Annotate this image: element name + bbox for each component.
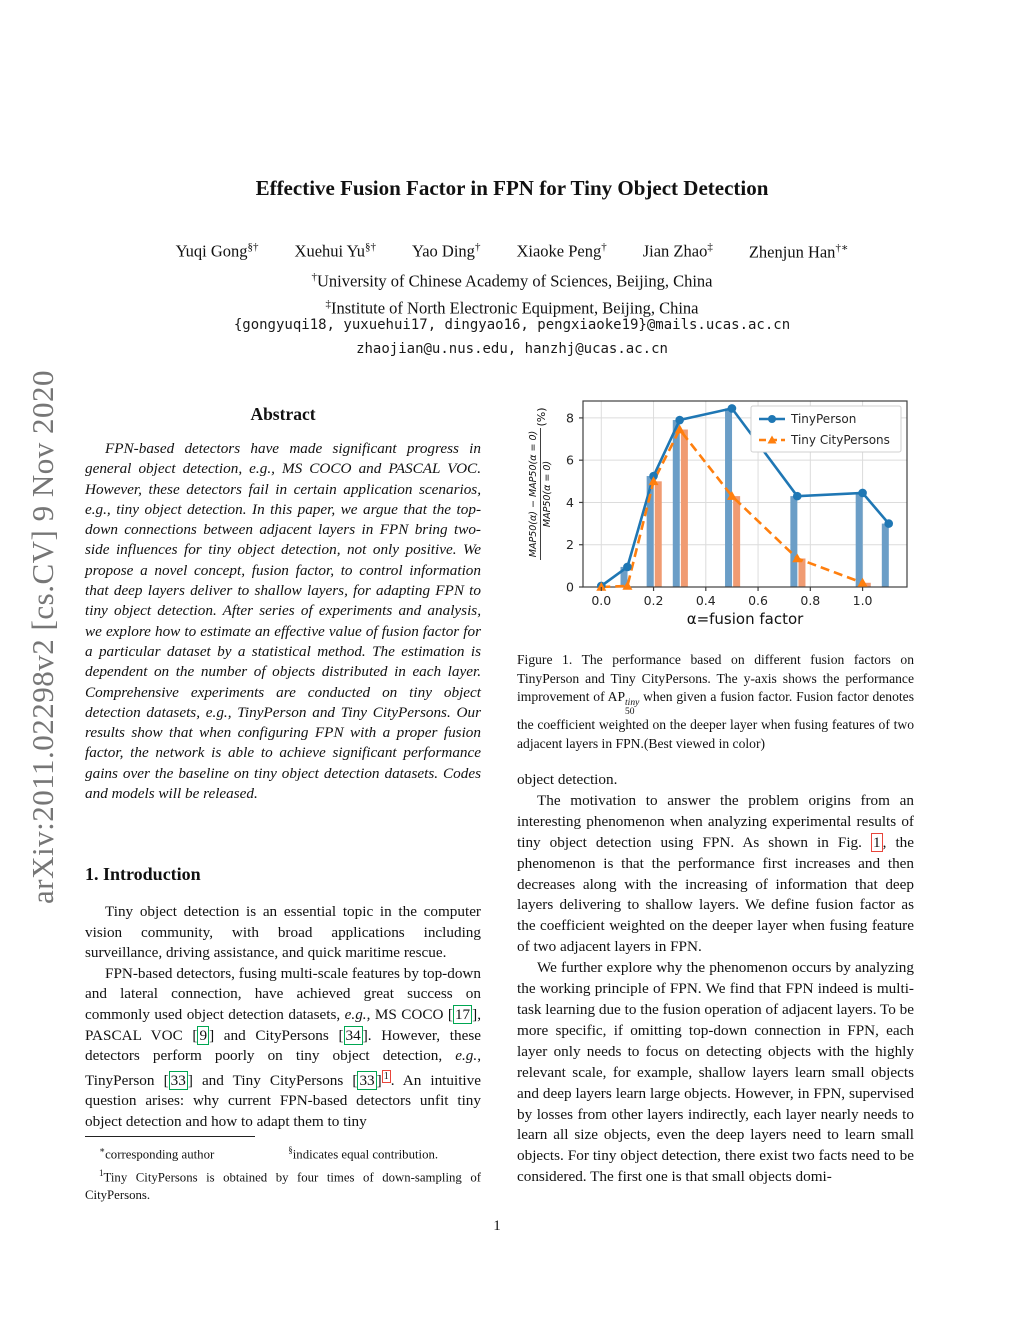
right-paragraph-2: We further explore why the phenomenon oc… bbox=[517, 959, 914, 1186]
arxiv-watermark: arXiv:2011.02298v2 [cs.CV] 9 Nov 2020 bbox=[25, 370, 60, 904]
right-paragraph-1: The motivation to answer the problem ori… bbox=[517, 791, 914, 956]
svg-text:0.6: 0.6 bbox=[748, 593, 768, 608]
intro-body: Tiny object detection is an essential to… bbox=[85, 902, 481, 1133]
svg-text:0.4: 0.4 bbox=[696, 593, 716, 608]
email-lines: {gongyuqi18, yuxuehui17, dingyao16, peng… bbox=[0, 313, 1024, 361]
author: Jian Zhao‡ bbox=[642, 241, 713, 261]
svg-text:(%): (%) bbox=[535, 407, 548, 426]
author: Xuehui Yu§† bbox=[294, 241, 376, 261]
citation-link[interactable]: 17 bbox=[452, 1004, 473, 1024]
figure-ref-link[interactable]: 1 bbox=[871, 832, 883, 852]
footnote-equal-contribution: §indicates equal contribution. bbox=[288, 1145, 439, 1162]
svg-text:α=fusion factor: α=fusion factor bbox=[687, 610, 804, 628]
affiliation: ‡Institute of North Electronic Equipment… bbox=[325, 297, 699, 318]
author: Zhenjun Han†∗ bbox=[748, 242, 849, 262]
footnote-1: 1Tiny CityPersons is obtained by four ti… bbox=[85, 1167, 481, 1202]
citation-link[interactable]: 34 bbox=[343, 1025, 363, 1045]
affiliation-lines: †University of Chinese Academy of Scienc… bbox=[0, 266, 1024, 319]
figure-1: 0 2 4 6 8 0.0 0.2 0.4 0.6 0.8 1.0 α=fusion factor MA… bbox=[519, 391, 917, 639]
svg-text:4: 4 bbox=[566, 495, 574, 510]
footnote-block: ∗corresponding author §indicates equal c… bbox=[85, 1136, 481, 1204]
author-row: Yuqi Gong§† Xuehui Yu§† Yao Ding† Xiaoke Pe… bbox=[0, 241, 1024, 263]
fusion-factor-chart: 0 2 4 6 8 0.0 0.2 0.4 0.6 0.8 1.0 α=fusion factor MA… bbox=[528, 400, 908, 628]
svg-text:Tiny CityPersons: Tiny CityPersons bbox=[790, 433, 890, 447]
abstract-text: FPN-based detectors have made significan… bbox=[85, 440, 481, 803]
email-line: zhaojian@u.nus.edu, hanzhj@ucas.ac.cn bbox=[356, 341, 668, 357]
right-column-body: object detection. The motivation to answ… bbox=[517, 770, 914, 1188]
footnote-corresponding-author: ∗corresponding author bbox=[99, 1145, 215, 1162]
footnote-ref-link[interactable]: 1 bbox=[381, 1069, 391, 1083]
ap50-tiny-notation: tiny 50 bbox=[625, 698, 640, 717]
intro-paragraph-2: FPN-based detectors, fusing multi-scale … bbox=[85, 964, 481, 1130]
figure-1-caption: Figure 1. The performance based on diffe… bbox=[517, 652, 914, 752]
svg-text:1.0: 1.0 bbox=[853, 593, 873, 608]
footnote-rule bbox=[85, 1136, 255, 1137]
right-paragraph-0: object detection. bbox=[517, 771, 618, 788]
svg-text:0.8: 0.8 bbox=[800, 593, 820, 608]
svg-text:MAP50(α) − MAP50(α = 0): MAP50(α) − MAP50(α = 0) bbox=[528, 431, 539, 557]
svg-text:MAP50(α = 0): MAP50(α = 0) bbox=[542, 461, 553, 527]
email-line: {gongyuqi18, yuxuehui17, dingyao16, peng… bbox=[233, 317, 791, 333]
citation-link[interactable]: 33 bbox=[357, 1070, 377, 1090]
svg-text:2: 2 bbox=[566, 537, 574, 552]
abstract-heading: Abstract bbox=[250, 404, 316, 424]
footnote-gap bbox=[214, 1142, 288, 1164]
svg-text:8: 8 bbox=[566, 410, 574, 425]
author: Yuqi Gong§† bbox=[175, 241, 259, 261]
author: Xiaoke Peng† bbox=[516, 241, 607, 261]
affiliation: †University of Chinese Academy of Scienc… bbox=[311, 271, 713, 291]
citation-link[interactable]: 33 bbox=[168, 1070, 188, 1090]
svg-text:0.2: 0.2 bbox=[644, 593, 664, 608]
svg-text:TinyPerson: TinyPerson bbox=[790, 412, 856, 426]
svg-text:0.0: 0.0 bbox=[591, 593, 611, 608]
svg-text:0: 0 bbox=[566, 580, 574, 595]
footnote-row: ∗corresponding author §indicates equal c… bbox=[85, 1142, 481, 1164]
citation-link[interactable]: 9 bbox=[197, 1025, 210, 1045]
author: Yao Ding† bbox=[411, 241, 481, 261]
page-title: Effective Fusion Factor in FPN for Tiny … bbox=[255, 176, 769, 200]
intro-paragraph-1: Tiny object detection is an essential to… bbox=[85, 903, 481, 962]
svg-text:6: 6 bbox=[566, 453, 574, 468]
section-heading-introduction: 1. Introduction bbox=[85, 864, 201, 884]
page-number: 1 bbox=[493, 1218, 501, 1234]
